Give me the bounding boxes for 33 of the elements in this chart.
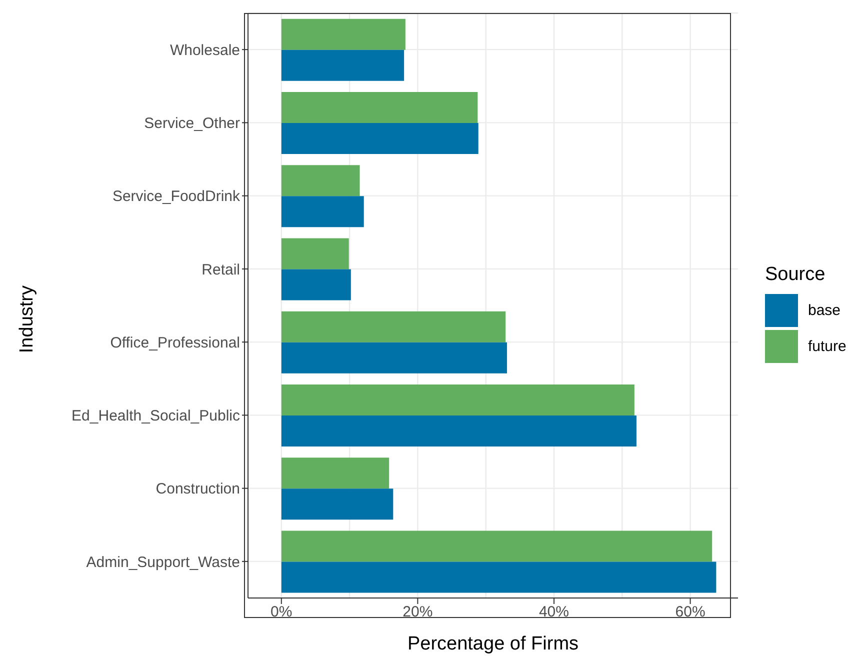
bar xyxy=(281,122,478,154)
bar xyxy=(281,92,478,123)
y-tick-label: Wholesale xyxy=(170,42,240,59)
bar xyxy=(281,342,507,374)
x-tick-label: 20% xyxy=(402,604,433,621)
bar xyxy=(281,50,404,81)
bar xyxy=(281,530,712,562)
bar xyxy=(281,488,394,520)
bar xyxy=(281,458,390,489)
bar xyxy=(281,415,636,446)
bar xyxy=(281,384,634,416)
x-tick-label: 60% xyxy=(675,604,706,621)
x-tick-label: 0% xyxy=(270,604,292,621)
legend-label: future xyxy=(808,338,846,354)
bar xyxy=(281,165,360,196)
y-tick-label: Ed_Health_Social_Public xyxy=(72,408,240,425)
bar xyxy=(281,269,351,300)
bar xyxy=(281,196,364,228)
bar xyxy=(281,311,506,342)
bar xyxy=(281,18,406,50)
legend-title: Source xyxy=(765,264,826,286)
y-axis-title: Industry xyxy=(16,285,38,354)
y-tick-label: Admin_Support_Waste xyxy=(86,554,240,571)
x-axis-title: Percentage of Firms xyxy=(407,633,579,654)
y-tick-label: Office_Professional xyxy=(110,334,240,352)
y-tick-label: Retail xyxy=(202,261,240,278)
y-tick-label: Service_Other xyxy=(144,115,240,132)
x-tick-label: 40% xyxy=(538,604,570,621)
bar xyxy=(281,562,716,593)
y-tick-label: Construction xyxy=(156,480,240,498)
legend-label: base xyxy=(808,302,841,318)
bar xyxy=(281,238,349,270)
y-tick-label: Service_FoodDrink xyxy=(112,188,240,206)
